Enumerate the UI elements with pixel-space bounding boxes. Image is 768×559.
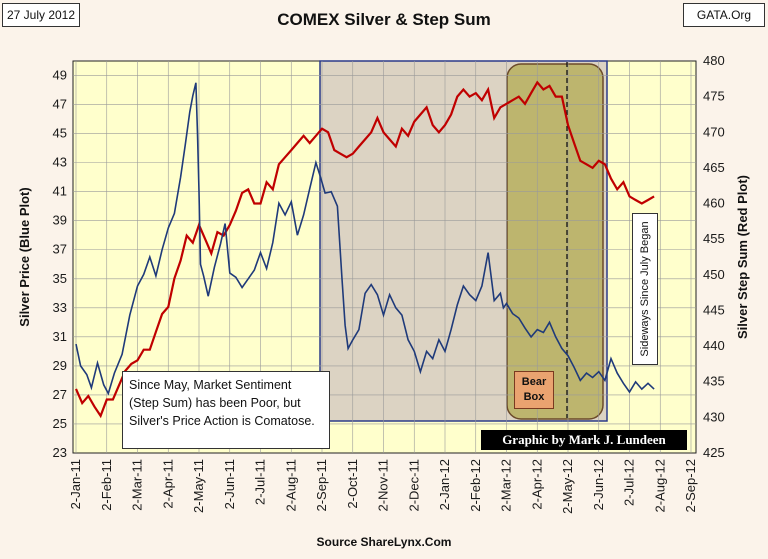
y-tick-left-label: 31	[53, 329, 67, 344]
x-tick-label: 2-Mar-12	[499, 459, 514, 512]
y-tick-left-label: 49	[53, 68, 67, 83]
bear-box-label: Bear Box	[514, 371, 554, 409]
y-tick-left-label: 29	[53, 358, 67, 373]
y-tick-left-label: 23	[53, 445, 67, 460]
y-tick-left-label: 25	[53, 416, 67, 431]
sideways-label-box: Sideways Since July Began	[632, 213, 658, 365]
y-tick-left-label: 35	[53, 271, 67, 286]
y-tick-left-label: 33	[53, 300, 67, 315]
x-tick-label: 2-Sep-11	[314, 459, 329, 512]
y-tick-right-label: 455	[703, 231, 725, 246]
sideways-label: Sideways Since July Began	[639, 221, 651, 357]
credit-label: Graphic by Mark J. Lundeen	[481, 430, 687, 450]
x-tick-label: 2-Mar-11	[130, 459, 145, 511]
y-tick-right-label: 475	[703, 89, 725, 104]
x-tick-label: 2-Aug-11	[283, 459, 298, 512]
y-tick-left-label: 41	[53, 184, 67, 199]
y-tick-right-label: 430	[703, 409, 725, 424]
x-tick-label: 2-May-12	[560, 459, 575, 514]
x-tick-label: 2-Dec-11	[406, 459, 421, 512]
sentiment-note: Since May, Market Sentiment (Step Sum) h…	[122, 371, 330, 449]
chart-title: COMEX Silver & Step Sum	[277, 10, 491, 29]
y-axis-left-label: Silver Price (Blue Plot)	[17, 187, 32, 326]
y-tick-right-label: 480	[703, 53, 725, 68]
x-tick-label: 2-Aug-12	[652, 459, 667, 512]
y-axis-right-label: Silver Step Sum (Red Plot)	[735, 175, 750, 339]
y-tick-right-label: 425	[703, 445, 725, 460]
y-tick-left-label: 27	[53, 387, 67, 402]
x-tick-label: 2-Jun-11	[222, 459, 237, 509]
x-tick-label: 2-Sep-12	[683, 459, 698, 512]
y-tick-left-label: 39	[53, 213, 67, 228]
y-tick-left-label: 45	[53, 126, 67, 141]
x-tick-label: 2-Jan-11	[68, 459, 83, 509]
y-tick-left-label: 37	[53, 242, 67, 257]
y-tick-right-label: 460	[703, 196, 725, 211]
y-tick-right-label: 450	[703, 267, 725, 282]
y-tick-left-label: 47	[53, 97, 67, 112]
y-tick-right-label: 440	[703, 338, 725, 353]
x-tick-label: 2-Jul-12	[622, 459, 637, 506]
source-label: GATA.Org	[683, 3, 765, 27]
step-sum-line	[74, 80, 655, 419]
x-tick-label: 2-May-11	[191, 459, 206, 513]
footer-source: Source ShareLynx.Com	[317, 535, 452, 549]
y-tick-right-label: 465	[703, 160, 725, 175]
x-tick-label: 2-Feb-12	[468, 459, 483, 512]
x-tick-label: 2-Apr-12	[529, 459, 544, 510]
date-label: 27 July 2012	[2, 3, 80, 27]
x-tick-label: 2-Feb-11	[99, 459, 114, 511]
bear-box-region	[506, 63, 604, 420]
tick-layer: 49 47 45 43 41 39 37 35 33 31 29 27 25 23 480 475 470 465…	[53, 53, 725, 514]
x-tick-label: 2-Jun-12	[591, 459, 606, 510]
x-tick-label: 2-Oct-11	[345, 459, 360, 509]
y-tick-right-label: 445	[703, 302, 725, 317]
x-tick-label: 2-Jul-11	[253, 459, 268, 505]
y-tick-right-label: 470	[703, 124, 725, 139]
y-tick-left-label: 43	[53, 155, 67, 170]
y-tick-right-label: 435	[703, 374, 725, 389]
x-tick-label: 2-Apr-11	[160, 459, 175, 509]
x-tick-label: 2-Jan-12	[437, 459, 452, 510]
x-tick-label: 2-Nov-11	[376, 459, 391, 512]
silver-price-line	[75, 82, 655, 396]
